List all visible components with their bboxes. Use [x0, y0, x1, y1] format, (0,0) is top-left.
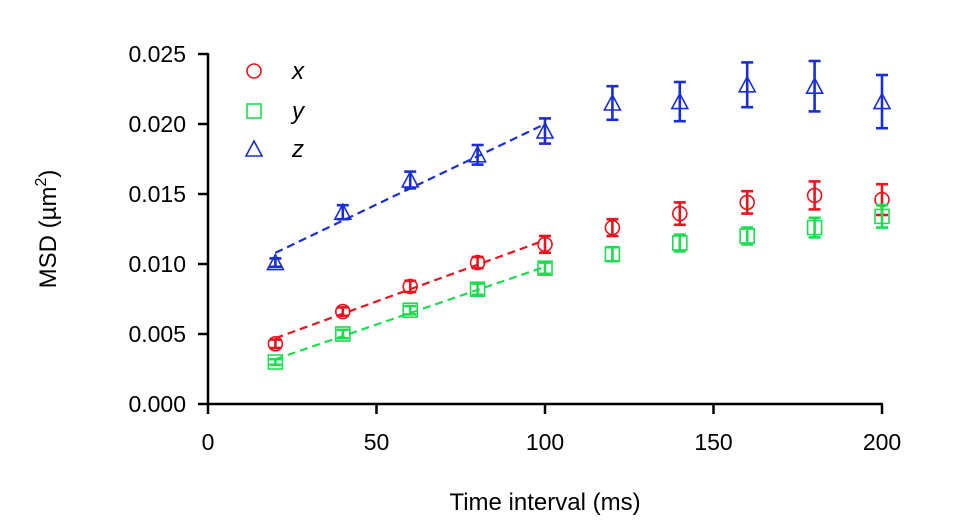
legend-label-x: x [291, 58, 305, 85]
data-point-z [670, 91, 690, 110]
series-x [267, 180, 890, 352]
x-tick-label: 150 [694, 429, 732, 455]
error-bar-x [741, 189, 754, 215]
error-bar-x [336, 306, 349, 318]
legend-label-z: z [291, 136, 304, 163]
data-point-x [739, 194, 756, 211]
data-point-z [400, 170, 420, 188]
error-bar-z [269, 257, 282, 269]
data-point-y [874, 208, 890, 225]
data-point-y [671, 235, 688, 251]
x-tick-label: 50 [364, 429, 390, 455]
legend-marker-z [244, 139, 264, 157]
data-point-z [805, 76, 824, 94]
error-bar-x [539, 234, 551, 255]
data-point-z [603, 93, 622, 111]
error-bar-y [404, 304, 417, 316]
y-tick-label: 0.005 [128, 321, 186, 347]
data-point-y [469, 281, 486, 298]
y-axis-title-main: MSD (µm [35, 187, 62, 289]
y-axis-title-close: ) [35, 170, 62, 178]
x-tick-label: 100 [526, 429, 564, 455]
ticks: 0 50 100 150 200 0.000 0.005 0.010 0.015 0.020 0.0… [128, 41, 901, 455]
legend-marker-y [246, 103, 262, 119]
y-tick-label: 0.020 [128, 111, 186, 137]
error-bar-x [808, 180, 821, 211]
data-point-x [806, 187, 823, 204]
data-point-y [604, 246, 621, 262]
error-bar-y [876, 203, 888, 229]
x-tick-label: 200 [863, 429, 901, 455]
data-point-y [334, 326, 351, 342]
error-bar-x [269, 338, 282, 350]
error-bar-y [606, 245, 619, 263]
error-bar-x [404, 279, 417, 294]
data-point-z [333, 202, 353, 220]
data-point-y [402, 302, 419, 319]
data-point-z [872, 91, 892, 110]
data-point-z [468, 145, 487, 163]
error-bar-z [876, 73, 888, 130]
error-bar-z [741, 61, 754, 109]
data-point-y [267, 354, 284, 370]
y-tick-label: 0.000 [128, 391, 186, 417]
error-bar-y [269, 357, 282, 367]
x-axis-title: Time interval (ms) [449, 489, 640, 516]
data-point-x [267, 335, 284, 352]
legend-label-y: y [290, 98, 306, 125]
error-bar-z [606, 84, 619, 122]
legend-marker-x [246, 63, 262, 79]
axes [206, 53, 883, 406]
data-point-x [469, 254, 486, 271]
plot-area [266, 59, 892, 370]
x-tick-label: 0 [202, 429, 215, 455]
data-point-z [535, 121, 555, 139]
error-bar-y [471, 282, 484, 297]
legend: xyz [244, 58, 306, 163]
y-axis-title-superscript: 2 [33, 178, 50, 187]
data-point-x [334, 303, 351, 320]
data-point-z [737, 75, 757, 93]
data-point-x [671, 205, 688, 222]
error-bar-x [673, 201, 686, 227]
data-point-y [537, 260, 553, 277]
data-point-z [266, 252, 285, 271]
data-point-x [537, 236, 553, 253]
error-bar-y [539, 261, 551, 276]
series-z [266, 59, 892, 271]
y-tick-label: 0.010 [128, 251, 186, 277]
data-point-y [806, 219, 823, 236]
error-bar-z [673, 80, 686, 123]
series-y [267, 203, 890, 370]
error-bar-y [741, 226, 754, 246]
fit-line-y [275, 265, 546, 361]
data-point-y [739, 228, 756, 244]
error-bar-z [808, 59, 821, 113]
data-point-x [402, 278, 419, 295]
y-axis-title: MSD (µm2) [33, 170, 62, 289]
error-bar-x [606, 217, 619, 238]
y-tick-label: 0.015 [128, 181, 186, 207]
error-bar-y [336, 328, 349, 340]
y-tick-label: 0.025 [128, 41, 186, 67]
data-point-x [604, 219, 621, 236]
error-bar-y [673, 233, 686, 253]
